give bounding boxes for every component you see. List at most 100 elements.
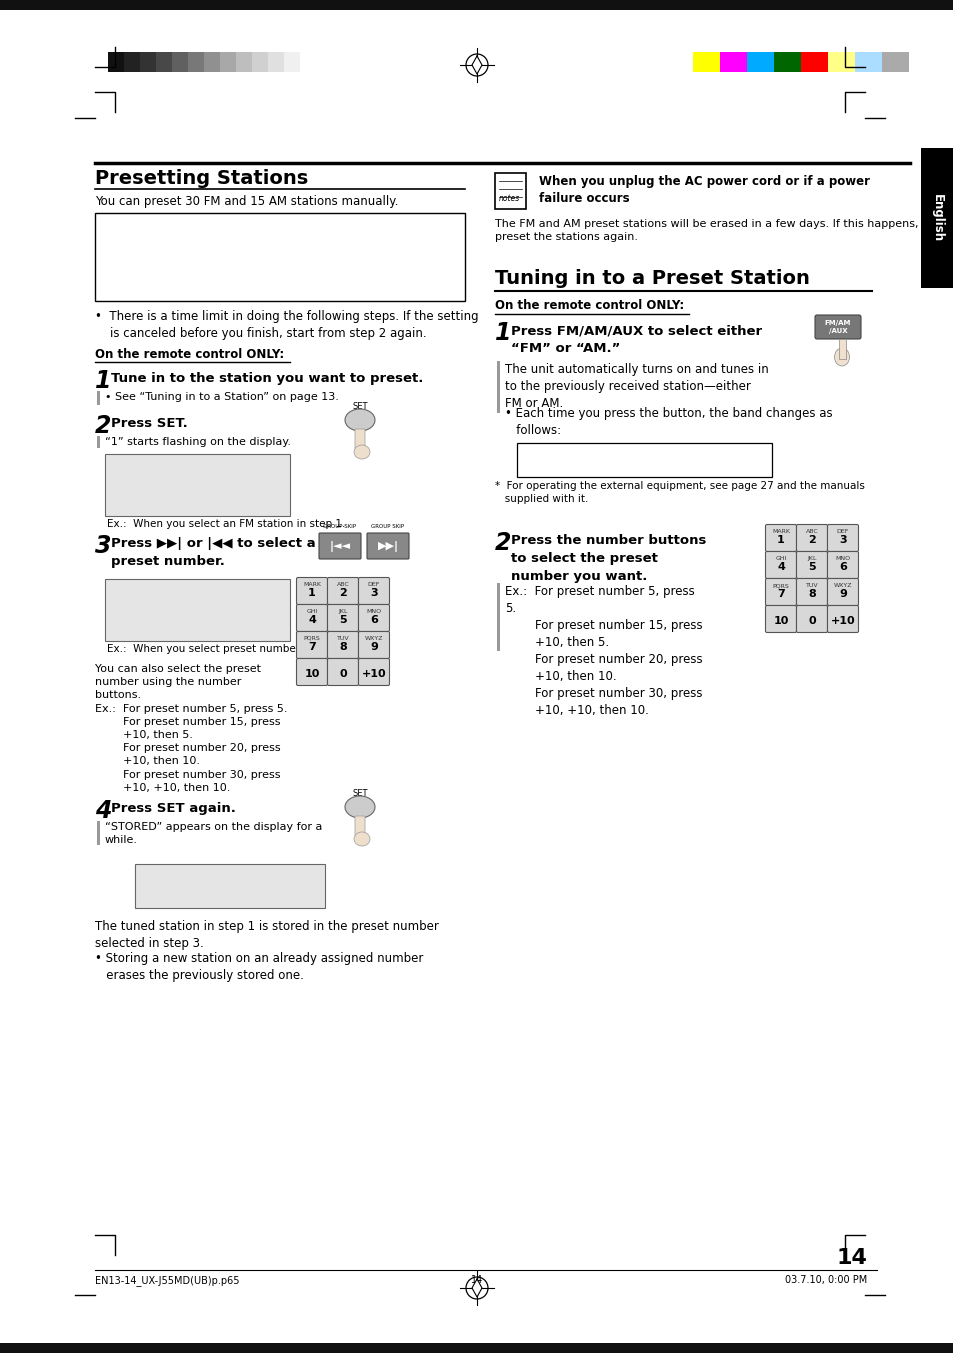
- Text: GROUP SKIP: GROUP SKIP: [323, 524, 356, 529]
- Text: 2: 2: [495, 530, 511, 555]
- Bar: [252, 51, 268, 72]
- Text: MHz: MHz: [250, 490, 273, 503]
- FancyBboxPatch shape: [318, 533, 360, 559]
- Text: |◄◄: |◄◄: [329, 540, 350, 552]
- Text: 14: 14: [835, 1247, 866, 1268]
- Text: 14: 14: [471, 1275, 482, 1285]
- Bar: [746, 51, 773, 72]
- Text: ▶: ▶: [573, 446, 582, 460]
- FancyBboxPatch shape: [796, 552, 826, 579]
- Text: “1” starts flashing on the display.: “1” starts flashing on the display.: [105, 437, 291, 446]
- Bar: [156, 51, 172, 72]
- Text: 4: 4: [95, 800, 112, 823]
- Text: On the remote control ONLY:: On the remote control ONLY:: [95, 348, 284, 361]
- Text: On the remote control ONLY:: On the remote control ONLY:: [495, 299, 683, 313]
- Bar: [773, 51, 801, 72]
- Polygon shape: [472, 55, 481, 74]
- Text: 6: 6: [370, 616, 377, 625]
- Bar: [0, 1344, 953, 1353]
- Bar: [920, 147, 953, 288]
- Bar: [497, 583, 499, 651]
- Bar: [97, 436, 100, 448]
- FancyBboxPatch shape: [367, 533, 409, 559]
- Text: AM: AM: [584, 446, 608, 460]
- Bar: [188, 51, 204, 72]
- FancyBboxPatch shape: [327, 605, 358, 632]
- Text: EN13-14_UX-J55MD(UB)p.p65: EN13-14_UX-J55MD(UB)p.p65: [95, 1275, 239, 1285]
- FancyBboxPatch shape: [296, 632, 327, 659]
- Text: The tuned station in step 1 is stored in the preset number
selected in step 3.: The tuned station in step 1 is stored in…: [95, 920, 438, 950]
- Text: 0: 0: [339, 668, 347, 679]
- FancyBboxPatch shape: [327, 659, 358, 686]
- Text: WXYZ: WXYZ: [364, 636, 383, 641]
- Bar: [827, 51, 854, 72]
- Text: 87♦50: 87♦50: [112, 612, 172, 630]
- Bar: [124, 51, 140, 72]
- Text: MNO: MNO: [366, 609, 381, 614]
- Text: *  For operating the external equipment, see page 27 and the manuals
   supplied: * For operating the external equipment, …: [495, 482, 864, 503]
- Text: 1: 1: [495, 321, 511, 345]
- Text: •  There is a time limit in doing the following steps. If the setting
    is can: • There is a time limit in doing the fol…: [95, 310, 478, 340]
- FancyBboxPatch shape: [764, 579, 796, 606]
- FancyBboxPatch shape: [764, 606, 796, 632]
- FancyBboxPatch shape: [327, 632, 358, 659]
- Text: GHI: GHI: [775, 556, 786, 561]
- Bar: [284, 51, 299, 72]
- Text: 5: 5: [339, 616, 347, 625]
- Text: 3: 3: [95, 534, 112, 557]
- Text: FM/AM
/AUX: FM/AM /AUX: [824, 321, 850, 333]
- FancyBboxPatch shape: [826, 606, 858, 632]
- Text: 1: 1: [95, 369, 112, 392]
- FancyBboxPatch shape: [358, 659, 389, 686]
- Text: • See “Tuning in to a Station” on page 13.: • See “Tuning in to a Station” on page 1…: [105, 392, 338, 402]
- Text: Press the number buttons
to select the preset
number you want.: Press the number buttons to select the p…: [511, 534, 705, 583]
- FancyBboxPatch shape: [796, 579, 826, 606]
- Bar: [692, 51, 720, 72]
- Bar: [140, 51, 156, 72]
- Bar: [97, 821, 100, 846]
- Text: +10: +10: [361, 668, 386, 679]
- Text: 9: 9: [370, 643, 377, 652]
- Text: FM: FM: [112, 460, 132, 475]
- Text: Ex.:  For preset number 5, press
5.
        For preset number 15, press
        : Ex.: For preset number 5, press 5. For p…: [504, 584, 702, 717]
- FancyBboxPatch shape: [327, 578, 358, 605]
- Text: 0: 0: [807, 616, 815, 626]
- Text: Press SET again.: Press SET again.: [111, 802, 235, 815]
- Text: ★14★: ★14★: [145, 583, 185, 601]
- Bar: [135, 865, 325, 908]
- Ellipse shape: [354, 445, 370, 459]
- Text: notes: notes: [498, 193, 519, 203]
- FancyBboxPatch shape: [826, 552, 858, 579]
- Text: ★1: ★1: [152, 459, 196, 476]
- FancyBboxPatch shape: [358, 578, 389, 605]
- Bar: [495, 173, 525, 208]
- Text: 7: 7: [777, 589, 784, 599]
- Bar: [220, 51, 235, 72]
- Text: SET: SET: [352, 789, 367, 798]
- Text: JKL: JKL: [338, 609, 348, 614]
- FancyBboxPatch shape: [355, 816, 365, 836]
- Text: +10: +10: [830, 616, 855, 626]
- Text: WXYZ: WXYZ: [833, 583, 851, 589]
- FancyBboxPatch shape: [296, 605, 327, 632]
- Text: • Storing a new station on an already assigned number
   erases the previously s: • Storing a new station on an already as…: [95, 953, 423, 982]
- Bar: [854, 51, 882, 72]
- Bar: [268, 51, 284, 72]
- Text: You can also select the preset
number using the number
buttons.
Ex.:  For preset: You can also select the preset number us…: [95, 664, 287, 793]
- Text: 10: 10: [773, 616, 788, 626]
- Text: Tune in to the station you want to preset.: Tune in to the station you want to prese…: [111, 372, 423, 386]
- Text: Ex.:  When you select an FM station in step 1.: Ex.: When you select an FM station in st…: [107, 520, 345, 529]
- Text: S T O R E D: S T O R E D: [165, 877, 294, 896]
- Ellipse shape: [834, 348, 848, 367]
- Text: 8: 8: [338, 643, 347, 652]
- Bar: [838, 340, 845, 359]
- Text: 6: 6: [839, 561, 846, 572]
- FancyBboxPatch shape: [358, 605, 389, 632]
- Text: ▶: ▶: [535, 446, 544, 460]
- Text: 87♦50: 87♦50: [112, 486, 172, 505]
- Bar: [95, 212, 464, 300]
- Text: PQRS: PQRS: [303, 636, 320, 641]
- Text: ▶▶|: ▶▶|: [377, 540, 398, 552]
- Bar: [0, 0, 953, 9]
- Text: AUX*: AUX*: [624, 446, 662, 460]
